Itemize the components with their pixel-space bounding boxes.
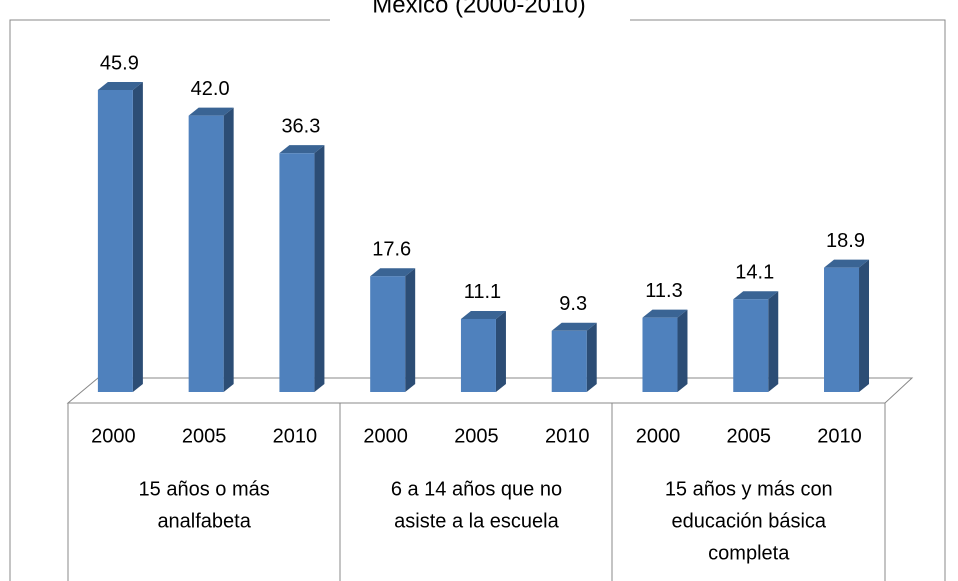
group-label: educación básica [671, 510, 826, 532]
x-tick-label: 2000 [91, 425, 136, 447]
x-tick-label: 2005 [454, 425, 499, 447]
bar-front [279, 153, 315, 392]
bar-side [677, 309, 688, 392]
bar-side [859, 259, 870, 392]
bar [370, 268, 416, 392]
bar-side [314, 145, 325, 392]
bar [551, 322, 597, 392]
bar-side [586, 322, 597, 392]
bar-top [188, 107, 234, 116]
x-tick-label: 2010 [273, 425, 318, 447]
category-table [67, 403, 886, 581]
data-label: 11.1 [464, 281, 501, 303]
bar-top [733, 291, 779, 300]
chart-frame [9, 19, 946, 581]
bar [460, 310, 506, 392]
data-label: 17.6 [372, 238, 411, 260]
group-label: asiste a la escuela [394, 510, 559, 532]
data-label: 36.3 [281, 115, 320, 137]
bar-front [188, 115, 224, 392]
x-tick-label: 2000 [636, 425, 681, 447]
data-label: 11.3 [645, 280, 682, 302]
chart-title: México (2000-2010) [372, 0, 585, 18]
bar-side [223, 107, 234, 392]
bar-top [279, 145, 325, 154]
bar-top [97, 81, 143, 90]
bar-top [370, 268, 416, 277]
title-backdrop [330, 0, 630, 22]
bar [642, 309, 688, 392]
bar [733, 291, 779, 392]
bar-side [495, 310, 506, 392]
bar-front [97, 89, 133, 392]
bar-front [460, 318, 496, 392]
group-label: 6 a 14 años que no [391, 478, 562, 500]
group-label: 15 años o más [139, 478, 270, 500]
group-label: analfabeta [157, 510, 251, 532]
bar [824, 259, 870, 392]
data-label: 42.0 [191, 78, 230, 100]
bar-top [460, 310, 506, 319]
x-tick-label: 2005 [182, 425, 227, 447]
bar-front [824, 267, 860, 392]
bar [188, 107, 234, 392]
group-label: completa [708, 542, 790, 564]
bar-front [642, 317, 678, 392]
bar-front [733, 299, 769, 392]
data-label: 45.9 [100, 52, 139, 74]
data-label: 14.1 [735, 262, 774, 284]
x-tick-label: 2010 [545, 425, 590, 447]
data-label: 9.3 [559, 293, 587, 315]
group-label: 15 años y más con [665, 478, 833, 500]
bar-front [551, 330, 587, 392]
data-label: 18.9 [826, 230, 865, 252]
bar-top [824, 259, 870, 268]
bar-side [132, 81, 143, 392]
bar [97, 81, 143, 392]
bar-side [405, 268, 416, 392]
bar-top [642, 309, 688, 318]
bar-front [370, 276, 406, 392]
x-tick-label: 2000 [363, 425, 408, 447]
bar-top [551, 322, 597, 331]
x-tick-label: 2005 [727, 425, 772, 447]
bar [279, 145, 325, 392]
x-tick-label: 2010 [817, 425, 862, 447]
bar-side [768, 291, 779, 392]
